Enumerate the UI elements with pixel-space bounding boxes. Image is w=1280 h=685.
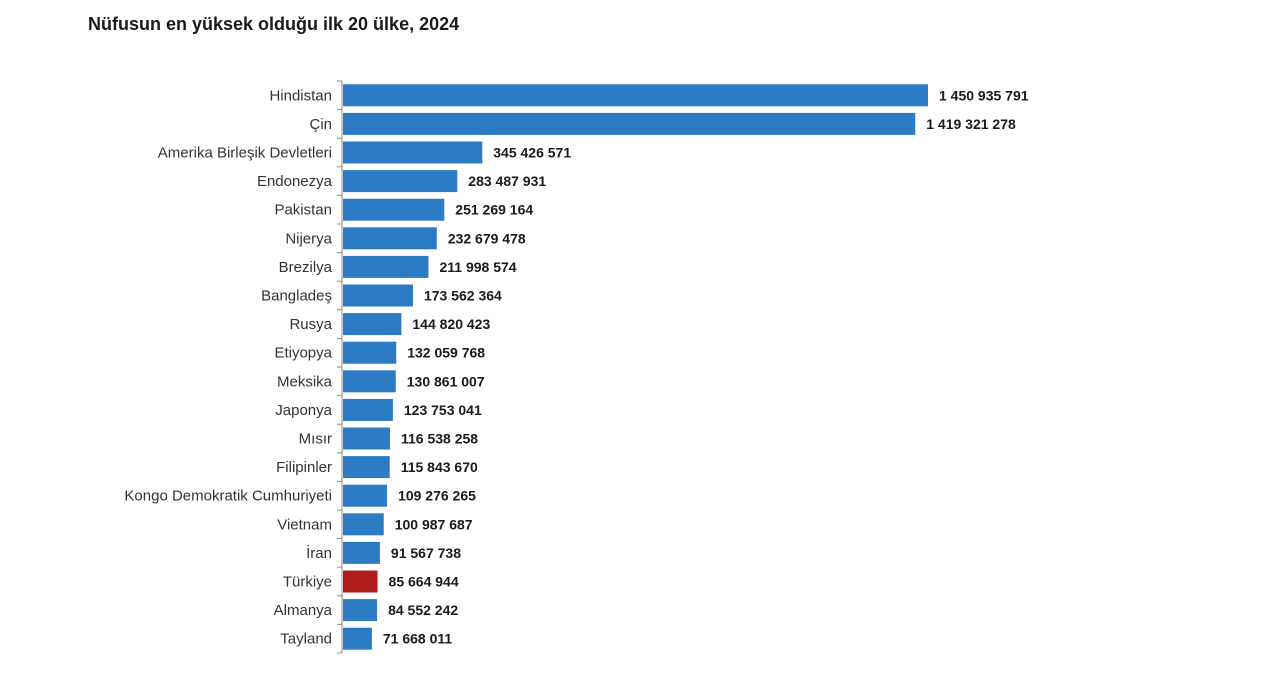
category-label-iran: İran: [306, 544, 332, 562]
bar-iran: [343, 541, 380, 564]
bar-pakistan: [343, 198, 445, 221]
value-labels: 1 450 935 791 1 419 321 278 345 426 571 283…: [383, 87, 1029, 646]
value-label-kongo-demokratik-cumhuriyeti: 109 276 265: [398, 488, 476, 504]
value-label-vietnam: 100 987 687: [395, 516, 473, 532]
value-label-etiyopya: 132 059 768: [407, 345, 485, 361]
category-label-vietnam: Vietnam: [277, 516, 332, 533]
value-label-amerika-birlesik-devletleri: 345 426 571: [493, 145, 571, 161]
value-label-turkiye: 85 664 944: [389, 574, 459, 590]
bar-amerika-birlesik-devletleri: [343, 141, 483, 164]
y-axis-ticks: [337, 80, 342, 654]
bar-turkiye: [343, 570, 378, 593]
category-label-rusya: Rusya: [289, 316, 332, 333]
bar-rusya: [343, 313, 402, 336]
category-label-brezilya: Brezilya: [279, 259, 333, 276]
value-label-pakistan: 251 269 164: [455, 202, 533, 218]
category-labels: Hindistan Çin Amerika Birleşik Devletleri E…: [124, 87, 332, 647]
bar-brezilya: [343, 255, 429, 278]
category-label-hindistan: Hindistan: [269, 87, 332, 104]
bar-filipinler: [343, 456, 390, 479]
category-label-misir: Mısır: [299, 431, 332, 448]
category-label-endonezya: Endonezya: [257, 173, 333, 190]
value-label-iran: 91 567 738: [391, 545, 461, 561]
category-label-kongo-demokratik-cumhuriyeti: Kongo Demokratik Cumhuriyeti: [124, 488, 332, 505]
bar-misir: [343, 427, 390, 450]
category-label-turkiye: Türkiye: [283, 574, 332, 591]
value-label-nijerya: 232 679 478: [448, 230, 526, 246]
value-label-banglades: 173 562 364: [424, 288, 502, 304]
value-label-rusya: 144 820 423: [412, 316, 490, 332]
category-label-banglades: Bangladeş: [261, 288, 332, 305]
value-label-misir: 116 538 258: [401, 431, 478, 447]
value-label-endonezya: 283 487 931: [468, 173, 546, 189]
bar-cin: [343, 112, 916, 135]
category-label-japonya: Japonya: [275, 402, 332, 419]
bar-etiyopya: [343, 341, 397, 364]
bar-hindistan: [343, 84, 928, 107]
category-label-amerika-birlesik-devletleri: Amerika Birleşik Devletleri: [158, 145, 332, 162]
category-label-meksika: Meksika: [277, 373, 333, 390]
category-label-tayland: Tayland: [280, 631, 332, 648]
chart-title: Nüfusun en yüksek olduğu ilk 20 ülke, 20…: [88, 14, 460, 34]
bar-meksika: [343, 370, 396, 393]
bar-banglades: [343, 284, 413, 307]
bar-tayland: [343, 627, 372, 650]
category-label-cin: Çin: [309, 116, 332, 133]
bars-layer: [343, 84, 928, 650]
category-label-pakistan: Pakistan: [274, 202, 332, 219]
bar-japonya: [343, 398, 393, 421]
category-label-nijerya: Nijerya: [285, 230, 332, 247]
category-label-filipinler: Filipinler: [276, 459, 332, 476]
value-label-brezilya: 211 998 574: [439, 259, 516, 275]
bar-nijerya: [343, 227, 437, 250]
value-label-cin: 1 419 321 278: [926, 116, 1016, 132]
value-label-tayland: 71 668 011: [383, 631, 453, 647]
bar-almanya: [343, 599, 378, 622]
value-label-filipinler: 115 843 670: [401, 459, 478, 475]
category-label-etiyopya: Etiyopya: [274, 345, 332, 362]
bar-vietnam: [343, 513, 384, 536]
bar-endonezya: [343, 170, 458, 193]
category-label-almanya: Almanya: [274, 602, 333, 619]
value-label-japonya: 123 753 041: [404, 402, 482, 418]
value-label-meksika: 130 861 007: [407, 373, 485, 389]
value-label-almanya: 84 552 242: [388, 602, 458, 618]
bar-kongo-demokratik-cumhuriyeti: [343, 484, 388, 507]
value-label-hindistan: 1 450 935 791: [939, 87, 1029, 103]
